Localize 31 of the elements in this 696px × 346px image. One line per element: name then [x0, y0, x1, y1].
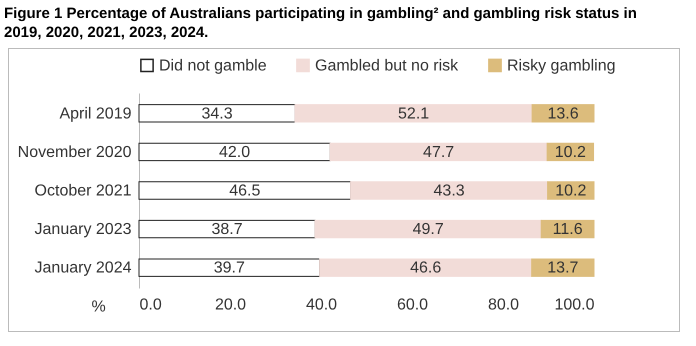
x-tick-label: 100.0 — [554, 296, 595, 314]
chart-title: Figure 1 Percentage of Australians participating in gambling² and gambling risk status in 2019, 2020, 2021, 2023, 2024. — [3, 4, 638, 42]
x-tick-label: 60.0 — [396, 296, 428, 314]
data-label: 42.0 — [218, 144, 250, 161]
legend-label: Gambled but no risk — [315, 57, 460, 74]
data-label: 43.3 — [434, 182, 465, 200]
data-label: 46.6 — [410, 260, 442, 277]
data-label: 10.2 — [555, 182, 586, 200]
y-tick-label: April 2019 — [59, 105, 132, 122]
legend-label: Did not gamble — [159, 57, 267, 74]
y-tick-label: October 2021 — [34, 182, 132, 200]
x-tick-label: 20.0 — [214, 296, 246, 314]
data-label: 49.7 — [412, 221, 444, 238]
x-tick-label: 80.0 — [488, 296, 520, 314]
data-label: 52.1 — [398, 105, 430, 122]
data-label: 10.2 — [554, 144, 586, 161]
legend-label: Risky gambling — [507, 57, 616, 74]
y-tick-label: January 2023 — [34, 221, 132, 238]
data-label: 39.7 — [214, 260, 245, 277]
data-label: 13.6 — [547, 105, 579, 122]
data-label: 34.3 — [201, 105, 233, 122]
data-label: 11.6 — [552, 221, 583, 238]
x-tick-label: 0.0 — [140, 296, 162, 314]
y-tick-label: January 2024 — [34, 260, 132, 277]
data-label: 13.7 — [547, 260, 579, 277]
data-label: 38.7 — [211, 221, 243, 238]
data-label: 46.5 — [229, 182, 260, 200]
data-label: 47.7 — [423, 144, 454, 161]
x-tick-label: 40.0 — [306, 296, 338, 314]
y-tick-label: November 2020 — [18, 144, 132, 161]
x-axis-title: % — [92, 298, 106, 316]
